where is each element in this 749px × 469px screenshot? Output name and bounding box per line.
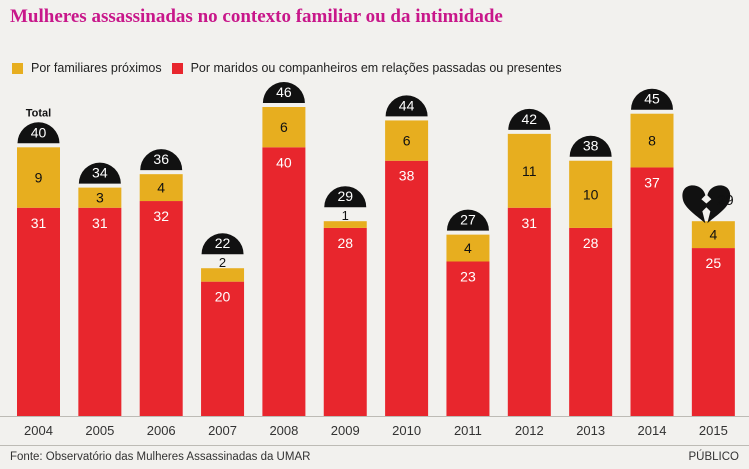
total-label-2005: 34	[92, 165, 108, 181]
total-label-2006: 36	[153, 151, 169, 167]
legend-label-partner: Por maridos ou companheiros em relações …	[190, 61, 562, 75]
x-tick-label-2014: 2014	[638, 423, 667, 438]
x-tick-label-2008: 2008	[269, 423, 298, 438]
value-label-partner-2009: 28	[337, 235, 353, 251]
chart-title: Mulheres assassinadas no contexto famili…	[10, 6, 503, 27]
value-label-family-2015: 4	[709, 227, 717, 243]
value-label-family-2012: 11	[522, 163, 537, 179]
total-bubble-2005	[78, 162, 121, 184]
bar-partner-2006	[139, 201, 183, 416]
x-tick-label-2012: 2012	[515, 423, 544, 438]
bar-family-2011	[446, 234, 490, 262]
bar-partner-2011	[446, 261, 490, 416]
x-tick-label-2009: 2009	[331, 423, 360, 438]
legend-swatch-partner	[171, 62, 183, 74]
legend-swatch-family	[12, 62, 23, 74]
x-tick-label-2006: 2006	[147, 423, 176, 438]
value-label-family-2005: 3	[96, 190, 104, 206]
bar-family-2009	[323, 221, 367, 228]
legend-item-family: Por familiares próximos	[12, 61, 162, 75]
legend-label-family: Por familiares próximos	[31, 61, 162, 75]
broken-heart-right-half	[704, 185, 731, 224]
value-label-family-2006: 4	[157, 180, 165, 196]
value-label-partner-2015: 25	[706, 255, 722, 271]
total-bubble-2011	[446, 209, 489, 231]
value-label-partner-2008: 40	[276, 154, 292, 170]
total-label-2009: 29	[337, 188, 353, 204]
value-label-partner-2012: 31	[522, 215, 538, 231]
value-label-partner-2014: 37	[644, 174, 660, 190]
total-label-2014: 45	[644, 91, 660, 107]
bar-family-2010	[385, 120, 429, 161]
value-label-family-2007: 2	[219, 255, 226, 270]
publisher-brand: PÚBLICO	[688, 451, 740, 463]
value-label-partner-2013: 28	[583, 235, 599, 251]
value-label-family-2008: 6	[280, 119, 288, 135]
total-label-2007: 22	[215, 235, 231, 251]
x-tick-label-2004: 2004	[24, 423, 53, 438]
total-bubble-2012	[508, 108, 551, 130]
value-label-partner-2011: 23	[460, 269, 476, 285]
value-label-family-2011: 4	[464, 240, 472, 256]
total-label-2012: 42	[522, 111, 538, 127]
total-bubble-2006	[140, 149, 183, 171]
broken-heart-icon	[682, 185, 731, 224]
value-label-family-2009: 1	[342, 208, 349, 223]
x-tick-label-2013: 2013	[576, 423, 605, 438]
bar-family-2014	[630, 113, 674, 168]
bar-family-2013	[569, 160, 613, 228]
bar-family-2012	[507, 133, 551, 208]
value-label-partner-2004: 31	[31, 215, 47, 231]
total-label-2015: 29	[717, 192, 734, 209]
bar-partner-2009	[323, 227, 367, 416]
value-label-family-2014: 8	[648, 133, 656, 149]
total-label-2013: 38	[583, 138, 599, 154]
x-tick-label-2011: 2011	[454, 423, 482, 438]
bar-partner-2015	[691, 248, 735, 416]
bar-family-2005	[78, 187, 122, 208]
bar-family-2006	[139, 174, 183, 202]
bar-family-2008	[262, 107, 306, 148]
x-tick-label-2005: 2005	[85, 423, 114, 438]
bar-partner-2014	[630, 167, 674, 416]
legend-item-partner: Por maridos ou companheiros em relações …	[171, 61, 562, 75]
value-label-partner-2010: 38	[399, 168, 415, 184]
bar-partner-2008	[262, 147, 306, 416]
x-tick-label-2015: 2015	[699, 423, 728, 438]
total-label-2004: 40	[31, 124, 47, 140]
legend: Por familiares próximos Por maridos ou c…	[12, 61, 572, 75]
bar-family-2007	[201, 268, 245, 282]
value-label-family-2013: 10	[583, 186, 599, 202]
bar-partner-2007	[201, 281, 245, 416]
x-tick-label-2010: 2010	[392, 423, 421, 438]
bar-partner-2012	[507, 207, 551, 416]
broken-heart-left-half	[682, 185, 709, 224]
total-label-2008: 46	[276, 84, 292, 100]
value-label-partner-2005: 31	[92, 215, 108, 231]
total-bubble-2009	[324, 186, 367, 208]
value-label-partner-2006: 32	[153, 208, 169, 224]
bar-family-2004	[17, 147, 60, 208]
bar-family-2015	[691, 221, 735, 249]
value-label-partner-2007: 20	[215, 289, 231, 305]
bar-partner-2013	[569, 227, 613, 416]
source-note: Fonte: Observatório das Mulheres Assassi…	[10, 451, 311, 463]
total-label-2010: 44	[399, 97, 415, 113]
total-bubble-2010	[385, 95, 428, 117]
bar-partner-2004	[17, 207, 60, 416]
value-label-family-2010: 6	[403, 133, 411, 149]
total-label-2011: 27	[460, 212, 476, 228]
x-tick-label-2007: 2007	[208, 423, 237, 438]
total-bubble-2014	[631, 88, 673, 110]
bar-partner-2005	[78, 207, 122, 416]
total-bubble-2007	[201, 233, 244, 255]
total-caption: Total	[26, 107, 51, 119]
total-bubble-2004	[17, 122, 60, 144]
total-bubble-2013	[569, 135, 612, 157]
total-bubble-2008	[262, 82, 305, 103]
value-label-family-2004: 9	[35, 170, 43, 186]
bar-partner-2010	[385, 160, 429, 416]
